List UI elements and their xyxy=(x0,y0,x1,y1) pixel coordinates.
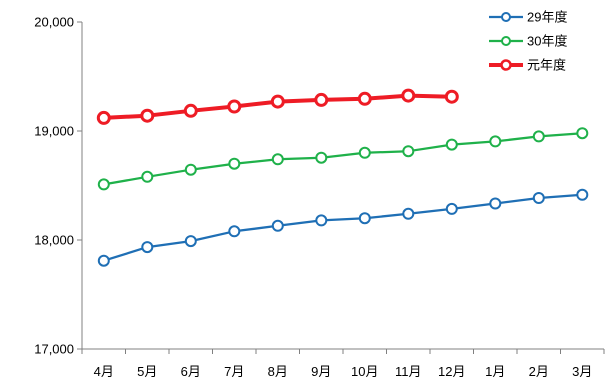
y-tick-label: 17,000 xyxy=(34,342,74,357)
data-point xyxy=(402,145,415,158)
data-point xyxy=(96,110,111,125)
data-point xyxy=(445,202,458,215)
data-point xyxy=(576,188,589,201)
data-point xyxy=(489,135,502,148)
data-point xyxy=(97,178,110,191)
series-2 xyxy=(97,127,589,191)
legend-swatch-marker xyxy=(501,12,511,22)
x-tick-label: 4月 xyxy=(94,364,114,379)
data-point xyxy=(358,146,371,159)
chart-series xyxy=(96,88,589,267)
data-point xyxy=(141,241,154,254)
data-point xyxy=(401,88,416,103)
data-point xyxy=(358,212,371,225)
data-point xyxy=(140,108,155,123)
data-point xyxy=(228,225,241,238)
series-3 xyxy=(96,88,459,125)
data-point xyxy=(271,153,284,166)
y-tick-label: 20,000 xyxy=(34,15,74,30)
data-point xyxy=(576,127,589,140)
x-tick-label: 2月 xyxy=(529,364,549,379)
data-point xyxy=(532,192,545,204)
data-point xyxy=(357,91,372,106)
x-tick-label: 9月 xyxy=(311,364,331,379)
x-tick-label: 12月 xyxy=(438,364,465,379)
data-point xyxy=(184,235,197,248)
data-point xyxy=(532,130,545,143)
data-point xyxy=(445,138,458,151)
legend-item: 29年度 xyxy=(489,10,567,25)
data-point xyxy=(315,214,328,227)
data-point xyxy=(444,89,459,104)
data-point xyxy=(270,94,285,109)
legend-item: 元年度 xyxy=(489,58,566,73)
data-point xyxy=(315,151,328,164)
x-tick-label: 6月 xyxy=(181,364,201,379)
data-point xyxy=(402,207,415,220)
x-tick-label: 10月 xyxy=(351,364,378,379)
data-point xyxy=(227,99,242,114)
series-line xyxy=(102,132,584,186)
x-tick-label: 8月 xyxy=(268,364,288,379)
legend-swatch-marker xyxy=(501,36,511,46)
series-line xyxy=(102,193,584,262)
legend-label: 29年度 xyxy=(527,10,567,25)
legend-item: 30年度 xyxy=(489,34,567,49)
data-point xyxy=(228,157,241,170)
y-axis-tick-labels: 17,000 18,000 19,000 20,000 xyxy=(34,15,74,357)
chart-axes xyxy=(77,21,605,354)
legend-label: 30年度 xyxy=(527,34,567,49)
x-tick-label: 1月 xyxy=(485,364,505,379)
data-point xyxy=(183,103,198,118)
data-point xyxy=(314,92,329,107)
data-point xyxy=(184,163,197,176)
x-tick-label: 11月 xyxy=(395,364,422,379)
data-point xyxy=(489,197,502,210)
y-tick-label: 18,000 xyxy=(34,233,74,248)
data-point xyxy=(271,219,284,232)
legend-swatch-marker xyxy=(500,59,512,71)
legend-label: 元年度 xyxy=(527,58,566,73)
x-tick-label: 3月 xyxy=(572,364,592,379)
data-point xyxy=(141,170,154,183)
y-tick-label: 19,000 xyxy=(34,124,74,139)
data-point xyxy=(97,254,110,267)
series-1 xyxy=(97,188,589,267)
x-tick-label: 5月 xyxy=(137,364,157,379)
x-axis-tick-labels: 4月 5月 6月 7月 8月 9月 10月 11月 12月 1月 2月 3月 xyxy=(94,364,593,379)
x-tick-label: 7月 xyxy=(224,364,244,379)
